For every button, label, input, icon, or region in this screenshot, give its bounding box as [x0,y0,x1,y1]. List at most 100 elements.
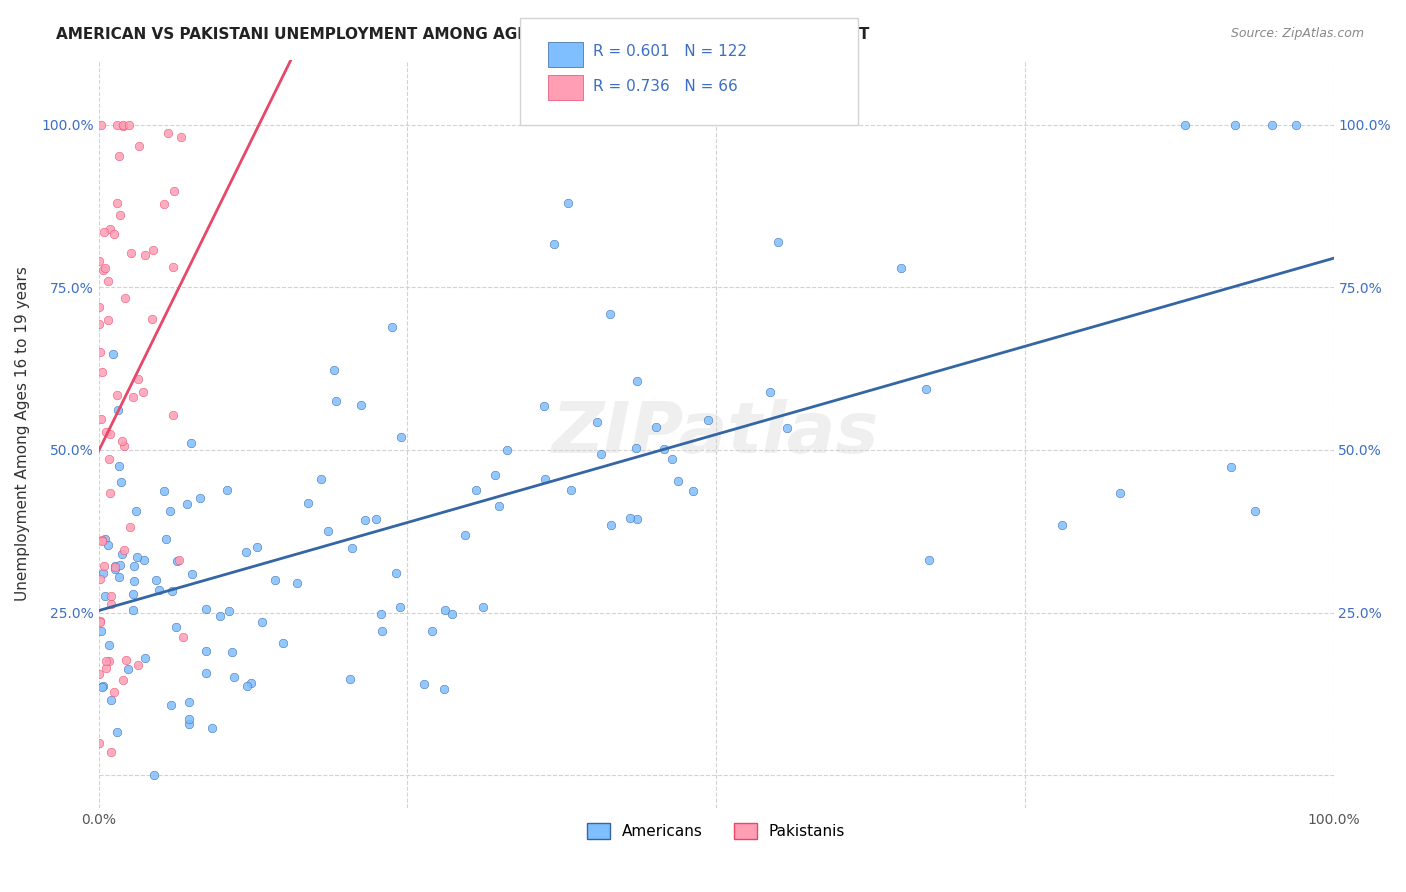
Americans [385,566,408,580]
Americans [389,430,412,444]
Pakistanis [100,597,122,611]
Pakistanis [118,519,141,533]
Americans [246,540,269,554]
Pakistanis [108,149,131,163]
Americans [165,620,187,634]
Americans [433,682,456,697]
Americans [364,512,387,526]
Pakistanis [90,118,112,132]
Americans [215,483,238,497]
Americans [91,679,114,693]
Americans [180,436,202,450]
Pakistanis [91,533,114,548]
Pakistanis [162,408,184,422]
Pakistanis [112,118,135,132]
Pakistanis [98,221,121,235]
Americans [111,547,134,561]
Pakistanis [112,439,135,453]
Americans [297,496,319,510]
Americans [250,615,273,629]
Americans [585,415,607,429]
Americans [218,604,240,618]
Pakistanis [98,486,121,500]
Americans [652,442,675,456]
Americans [90,624,112,639]
Americans [342,541,364,555]
Americans [488,499,510,513]
Y-axis label: Unemployment Among Ages 16 to 19 years: Unemployment Among Ages 16 to 19 years [15,266,30,601]
Americans [177,695,200,709]
Pakistanis [127,371,149,385]
Americans [661,452,683,467]
Americans [124,504,146,518]
Pakistanis [87,317,110,331]
Americans [697,412,720,426]
Americans [155,532,177,546]
Text: ZIPatlas: ZIPatlas [553,400,880,468]
Americans [619,510,641,524]
Americans [776,421,799,435]
Americans [107,402,129,417]
Americans [440,607,463,621]
Pakistanis [94,260,117,275]
Pakistanis [89,572,111,586]
Pakistanis [97,451,120,466]
Americans [124,574,146,589]
Americans [644,419,666,434]
Americans [1223,118,1246,132]
Americans [454,527,477,541]
Americans [239,676,262,690]
Americans [107,459,129,474]
Americans [236,679,259,693]
Text: AMERICAN VS PAKISTANI UNEMPLOYMENT AMONG AGES 16 TO 19 YEARS CORRELATION CHART: AMERICAN VS PAKISTANI UNEMPLOYMENT AMONG… [56,27,870,42]
Pakistanis [105,195,128,210]
Pakistanis [114,291,136,305]
Pakistanis [132,385,155,400]
Pakistanis [100,745,122,759]
Americans [134,651,156,665]
Americans [160,584,183,599]
Pakistanis [87,300,110,314]
Americans [93,590,115,604]
Americans [533,400,555,414]
Americans [1050,517,1073,532]
Pakistanis [172,630,194,644]
Pakistanis [141,312,163,326]
Pakistanis [105,388,128,402]
Americans [682,484,704,499]
Americans [121,603,143,617]
Americans [316,524,339,539]
Americans [143,768,166,782]
Americans [110,475,132,489]
Americans [557,195,579,210]
Americans [124,558,146,573]
Americans [159,504,181,518]
Americans [1109,486,1132,500]
Pakistanis [89,614,111,628]
Americans [309,472,332,486]
Pakistanis [163,184,186,198]
Americans [353,513,375,527]
Americans [195,644,218,658]
Pakistanis [89,615,111,629]
Pakistanis [93,559,115,574]
Americans [465,483,488,498]
Pakistanis [162,260,184,274]
Pakistanis [169,130,191,145]
Americans [890,260,912,275]
Americans [148,582,170,597]
Americans [181,567,204,582]
Pakistanis [97,274,120,288]
Americans [413,677,436,691]
Americans [918,553,941,567]
Americans [105,724,128,739]
Pakistanis [94,425,117,439]
Americans [104,558,127,573]
Americans [194,602,217,616]
Text: Source: ZipAtlas.com: Source: ZipAtlas.com [1230,27,1364,40]
Pakistanis [110,208,132,222]
Americans [195,665,218,680]
Pakistanis [121,390,143,404]
Americans [560,483,582,498]
Americans [271,636,294,650]
